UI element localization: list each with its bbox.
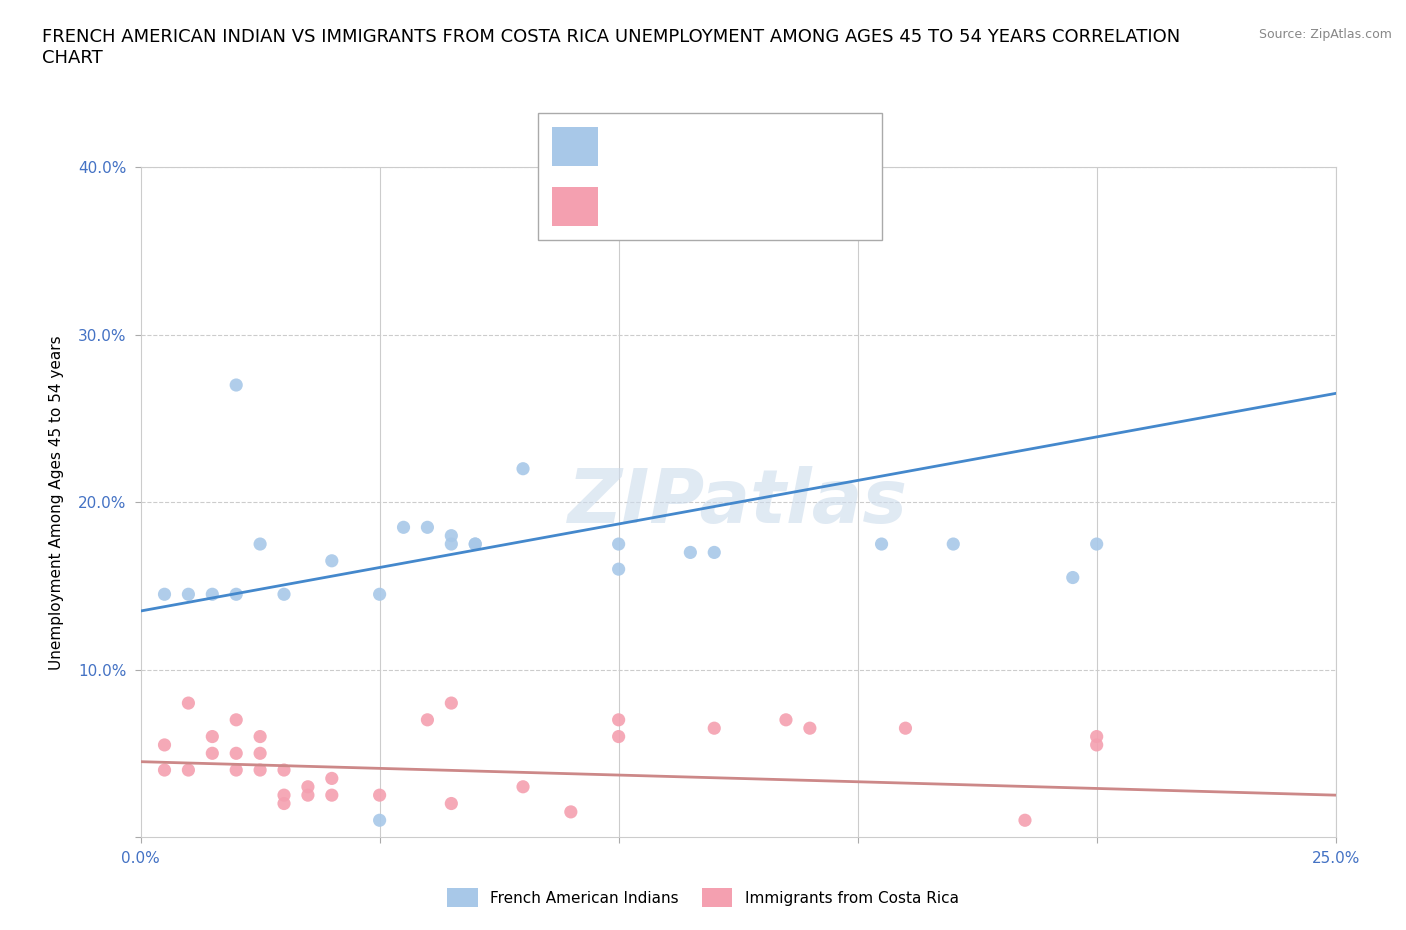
Point [368, 587, 391, 602]
Point [1085, 737, 1108, 752]
Point [201, 729, 224, 744]
Point [392, 520, 415, 535]
Point [249, 729, 271, 744]
Point [273, 788, 295, 803]
Point [153, 737, 176, 752]
Point [1062, 570, 1084, 585]
Text: R = -0.137: R = -0.137 [616, 198, 721, 216]
Point [870, 537, 893, 551]
Point [440, 528, 463, 543]
Point [321, 771, 343, 786]
FancyBboxPatch shape [537, 113, 883, 241]
Point [368, 813, 391, 828]
Point [177, 587, 200, 602]
Point [368, 788, 391, 803]
Point [225, 746, 247, 761]
Point [894, 721, 917, 736]
Y-axis label: Unemployment Among Ages 45 to 54 years: Unemployment Among Ages 45 to 54 years [49, 335, 65, 670]
Point [273, 763, 295, 777]
Point [607, 537, 630, 551]
Point [153, 763, 176, 777]
Point [775, 712, 797, 727]
Point [273, 796, 295, 811]
Point [560, 804, 582, 819]
Point [1085, 537, 1108, 551]
Point [225, 587, 247, 602]
Text: FRENCH AMERICAN INDIAN VS IMMIGRANTS FROM COSTA RICA UNEMPLOYMENT AMONG AGES 45 : FRENCH AMERICAN INDIAN VS IMMIGRANTS FRO… [42, 28, 1181, 67]
Point [201, 746, 224, 761]
Point [225, 378, 247, 392]
Point [153, 587, 176, 602]
Point [607, 729, 630, 744]
Point [512, 461, 534, 476]
Point [249, 746, 271, 761]
Point [942, 537, 965, 551]
Point [416, 520, 439, 535]
Bar [551, 127, 598, 166]
Point [703, 721, 725, 736]
Point [321, 553, 343, 568]
Point [225, 763, 247, 777]
Point [464, 537, 486, 551]
Point [273, 587, 295, 602]
Point [607, 562, 630, 577]
Point [440, 537, 463, 551]
Point [321, 788, 343, 803]
Text: Source: ZipAtlas.com: Source: ZipAtlas.com [1258, 28, 1392, 41]
Bar [551, 187, 598, 226]
Text: N = 25: N = 25 [770, 138, 838, 155]
Text: ZIPatlas: ZIPatlas [568, 466, 908, 538]
Point [703, 545, 725, 560]
Point [201, 587, 224, 602]
Point [512, 779, 534, 794]
Point [607, 712, 630, 727]
Point [177, 696, 200, 711]
Point [177, 763, 200, 777]
Point [1014, 813, 1036, 828]
Point [249, 537, 271, 551]
Text: N = 34: N = 34 [770, 198, 838, 216]
Point [225, 712, 247, 727]
Point [297, 788, 319, 803]
Point [416, 712, 439, 727]
Legend: French American Indians, Immigrants from Costa Rica: French American Indians, Immigrants from… [441, 883, 965, 913]
Point [297, 779, 319, 794]
Point [440, 796, 463, 811]
Point [1085, 729, 1108, 744]
Point [679, 545, 702, 560]
Point [249, 763, 271, 777]
Point [799, 721, 821, 736]
Point [440, 696, 463, 711]
Text: R = 0.250: R = 0.250 [616, 138, 713, 155]
Point [464, 537, 486, 551]
